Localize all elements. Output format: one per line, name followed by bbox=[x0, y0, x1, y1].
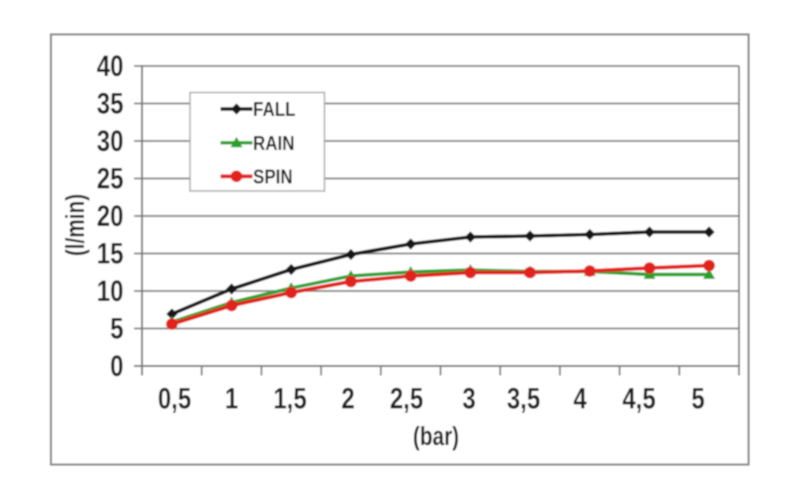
svg-text:4,5: 4,5 bbox=[622, 381, 655, 415]
svg-text:3,5: 3,5 bbox=[507, 381, 540, 415]
svg-text:2,5: 2,5 bbox=[390, 381, 423, 415]
svg-text:FALL: FALL bbox=[253, 98, 295, 121]
svg-text:0: 0 bbox=[110, 348, 123, 382]
svg-text:1: 1 bbox=[225, 381, 238, 415]
svg-text:35: 35 bbox=[97, 86, 124, 120]
svg-text:25: 25 bbox=[97, 161, 124, 195]
svg-text:30: 30 bbox=[97, 123, 124, 157]
svg-text:20: 20 bbox=[97, 198, 124, 232]
svg-text:0,5: 0,5 bbox=[158, 381, 191, 415]
svg-text:(bar): (bar) bbox=[413, 422, 459, 451]
svg-text:RAIN: RAIN bbox=[253, 131, 295, 154]
svg-text:4: 4 bbox=[573, 381, 586, 415]
svg-text:5: 5 bbox=[691, 381, 704, 415]
svg-text:5: 5 bbox=[110, 311, 123, 345]
svg-text:(l/min): (l/min) bbox=[61, 194, 90, 256]
svg-text:10: 10 bbox=[97, 273, 124, 307]
svg-text:1,5: 1,5 bbox=[273, 381, 306, 415]
svg-text:SPIN: SPIN bbox=[253, 165, 293, 188]
svg-text:2: 2 bbox=[341, 381, 354, 415]
svg-text:15: 15 bbox=[97, 236, 124, 270]
svg-text:3: 3 bbox=[462, 381, 475, 415]
svg-text:40: 40 bbox=[97, 48, 124, 82]
